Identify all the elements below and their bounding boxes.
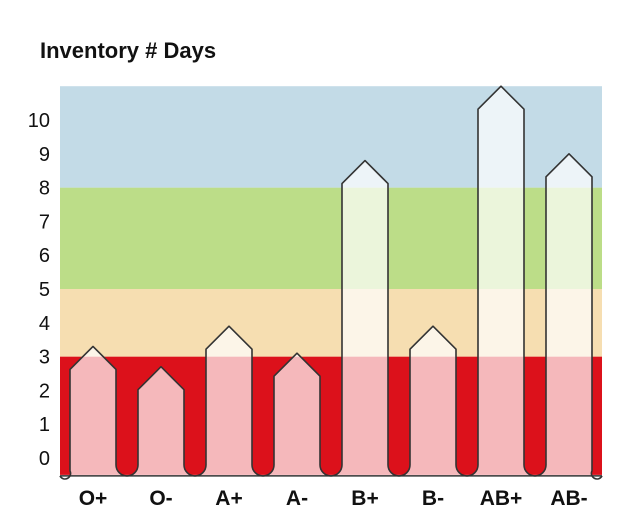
y-tick-label: 4 bbox=[39, 313, 50, 335]
y-axis-ticks: 0 1 2 3 4 5 6 7 8 9 10 bbox=[28, 110, 50, 470]
bar-AB- bbox=[546, 154, 592, 476]
bar-A+ bbox=[206, 326, 252, 476]
x-tick-label: O- bbox=[149, 487, 172, 510]
x-tick-label: A- bbox=[286, 487, 308, 510]
y-tick-label: 5 bbox=[39, 279, 50, 301]
y-tick-label: 9 bbox=[39, 144, 50, 166]
bar-A- bbox=[274, 353, 320, 476]
y-tick-label: 10 bbox=[28, 110, 50, 132]
x-tick-label: AB+ bbox=[480, 487, 523, 510]
bars bbox=[59, 85, 603, 480]
bar-fills bbox=[60, 86, 602, 479]
y-tick-label: 6 bbox=[39, 245, 50, 267]
bar-B+ bbox=[342, 161, 388, 476]
bar-O+ bbox=[70, 346, 116, 475]
y-tick-label: 0 bbox=[39, 448, 50, 470]
bar-AB+ bbox=[478, 86, 524, 476]
x-axis-ticks: O+ O- A+ A- B+ B- AB+ AB- bbox=[79, 487, 588, 510]
y-tick-label: 3 bbox=[39, 347, 50, 369]
y-tick-label: 7 bbox=[39, 211, 50, 233]
x-tick-label: O+ bbox=[79, 487, 108, 510]
x-tick-label: B+ bbox=[351, 487, 378, 510]
x-tick-label: B- bbox=[422, 487, 444, 510]
bar-O- bbox=[138, 367, 184, 476]
y-tick-label: 8 bbox=[39, 178, 50, 200]
chart-title: Inventory # Days bbox=[40, 38, 217, 63]
y-tick-label: 1 bbox=[39, 414, 50, 436]
y-tick-label: 2 bbox=[39, 380, 50, 402]
bar-B- bbox=[410, 326, 456, 476]
x-tick-label: AB- bbox=[550, 487, 587, 510]
x-tick-label: A+ bbox=[215, 487, 242, 510]
